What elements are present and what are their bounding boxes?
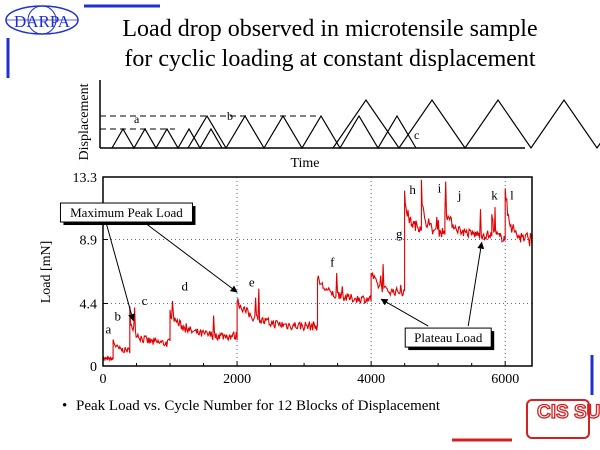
bullet-dot-icon: • [62, 398, 68, 414]
block-label-k: k [491, 188, 498, 203]
block-label-j: j [457, 188, 462, 203]
slide-title: Load drop observed in microtensile sampl… [80, 14, 580, 74]
darpa-logo: DARPA [5, 5, 79, 35]
block-label-f: f [330, 255, 335, 270]
darpa-logo-text: DARPA [14, 12, 71, 31]
schematic-label-c: c [414, 128, 419, 142]
annotation-arrow [467, 241, 485, 327]
plot-frame [102, 176, 533, 367]
block-label-i: i [438, 181, 442, 196]
title-line-1: Load drop observed in microtensile sampl… [122, 16, 538, 42]
cis-su-logo-text: CIS SU [537, 402, 600, 423]
annotation-text: Plateau Load [414, 330, 483, 345]
y-tick-label: 0 [90, 360, 97, 375]
schematic-label-a: a [134, 112, 140, 126]
x-tick-label: 0 [100, 372, 107, 387]
bullet-point: • Peak Load vs. Cycle Number for 12 Block… [62, 398, 440, 415]
title-line-2: for cyclic loading at constant displacem… [124, 46, 536, 72]
block-label-e: e [249, 274, 255, 289]
annotation-arrow [380, 298, 429, 327]
schematic-y-label: Displacement [77, 83, 92, 160]
schematic-block-a [111, 127, 223, 150]
x-tick-label: 6000 [491, 372, 519, 387]
annotation-arrow [105, 223, 135, 322]
block-label-a: a [105, 321, 111, 336]
block-label-l: l [510, 188, 514, 203]
block-label-g: g [396, 226, 403, 241]
x-tick-label: 2000 [223, 372, 251, 387]
schematic-block-b [187, 114, 417, 150]
load-trace [102, 179, 533, 363]
annotation-text: Maximum Peak Load [70, 205, 183, 220]
y-tick-label: 8.9 [80, 234, 98, 249]
schematic-label-b: b [227, 109, 233, 123]
schematic-x-label: Time [290, 156, 319, 171]
block-label-c: c [142, 293, 148, 308]
y-tick-label: 13.3 [73, 171, 98, 186]
block-label-d: d [182, 279, 189, 294]
schematic-block-c [332, 98, 600, 150]
y-axis-label: Load [mN] [39, 241, 54, 304]
bullet-text: Peak Load vs. Cycle Number for 12 Blocks… [76, 398, 441, 414]
cis-su-logo: CIS SU [526, 399, 600, 439]
y-tick-label: 4.4 [80, 297, 98, 312]
cis-logo-frame-icon [526, 399, 590, 439]
block-label-h: h [409, 182, 416, 197]
block-label-b: b [114, 309, 121, 324]
annotation-arrow [146, 223, 238, 293]
x-tick-label: 4000 [357, 372, 385, 387]
annotation-box [404, 327, 492, 348]
annotation-box [59, 202, 193, 223]
